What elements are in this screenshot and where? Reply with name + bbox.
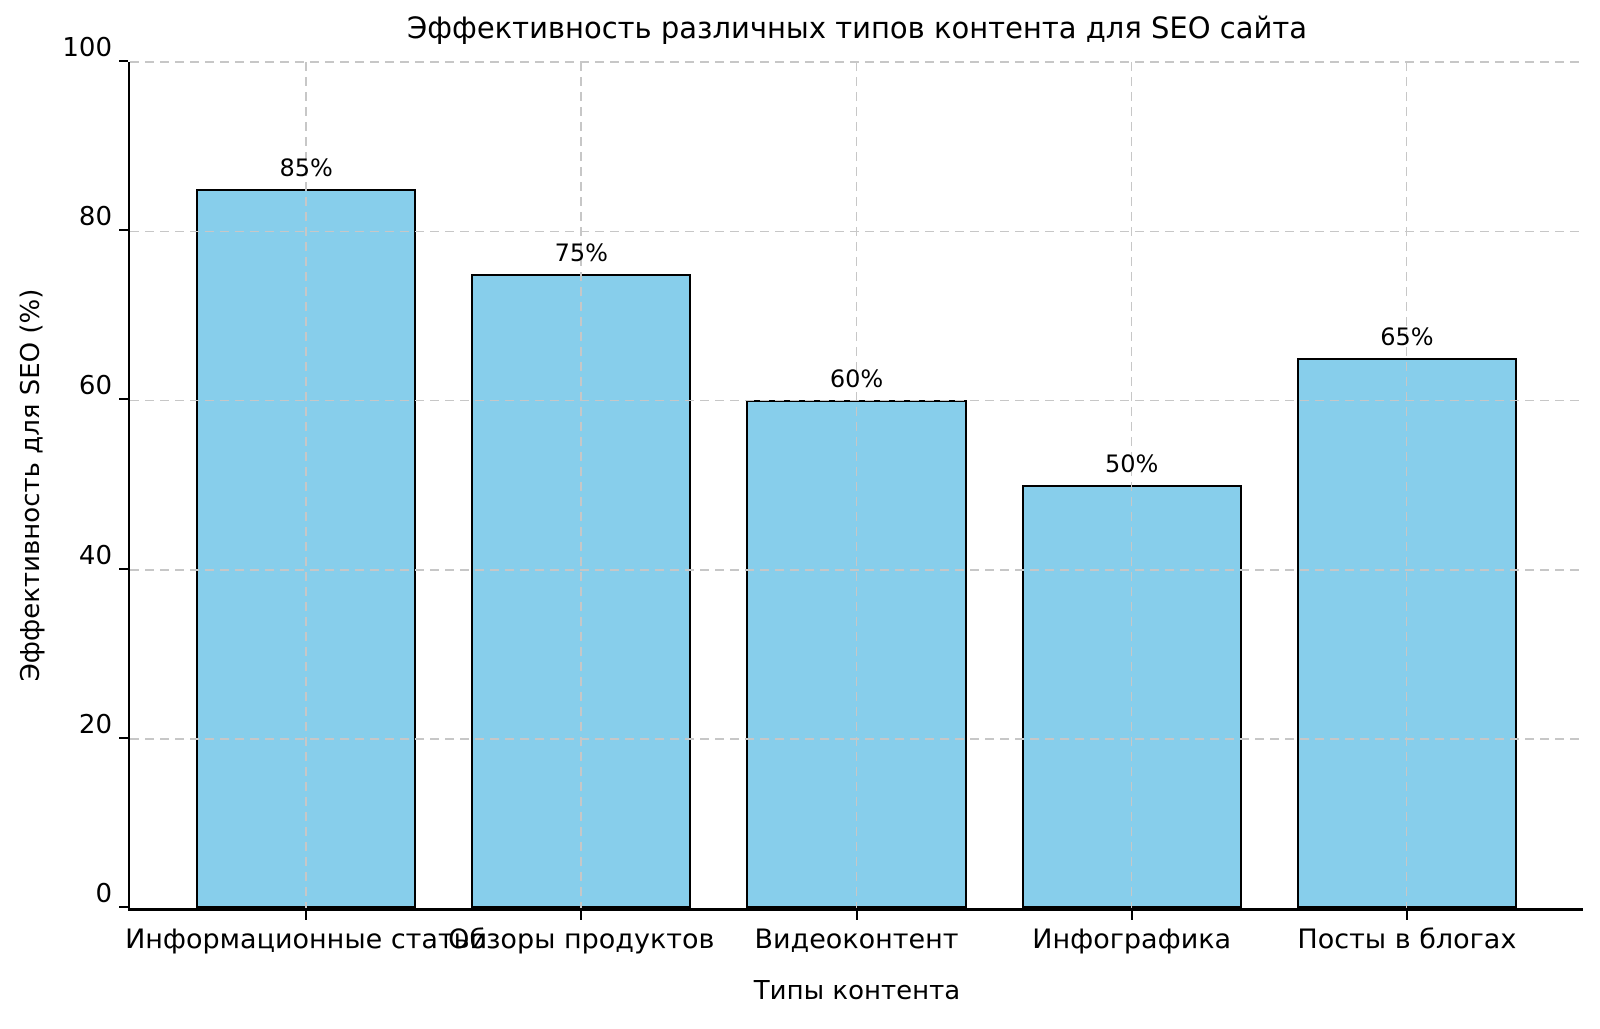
y-axis-label: Эффективность для SEO (%) [16, 288, 46, 682]
x-tick-label: Обзоры продуктов [448, 924, 715, 955]
bar-value-label: 50% [1105, 450, 1159, 478]
grid-layer [130, 61, 1583, 908]
bar-value-label: 60% [829, 365, 884, 394]
ticks-layer: 0 20 40 60 80 100 Информационные статьи Обзоры … [62, 33, 1583, 955]
chart-title: Эффективность различных типов контента д… [406, 11, 1308, 45]
y-tick-label: 0 [95, 879, 112, 909]
y-tick-mark [119, 60, 128, 62]
y-tick-mark [119, 398, 128, 401]
x-tick-mark [305, 911, 308, 920]
x-tick-mark [1130, 911, 1133, 920]
v-gridline [580, 62, 582, 908]
y-tick-mark [119, 906, 128, 908]
v-gridline [305, 62, 307, 908]
x-axis-label: Типы контента [753, 976, 961, 1006]
x-tick-label: Посты в блогах [1297, 924, 1517, 955]
v-gridline [1130, 62, 1133, 908]
x-tick-mark [1405, 911, 1408, 920]
x-tick-label: Инфографика [1032, 924, 1232, 955]
y-tick-mark [119, 736, 128, 739]
y-tick-label: 100 [62, 33, 112, 63]
x-tick-label: Видеоконтент [754, 924, 959, 955]
x-tick-mark [855, 911, 858, 920]
v-gridline [1405, 62, 1408, 908]
y-tick-label: 20 [78, 709, 112, 740]
y-tick-mark [119, 567, 128, 570]
y-tick-label: 80 [78, 202, 112, 233]
y-tick-label: 60 [78, 371, 112, 402]
bar-value-label: 75% [554, 238, 608, 267]
bar-value-label: 85% [279, 153, 333, 182]
y-axis-spine [128, 62, 130, 910]
x-tick-mark [580, 911, 583, 920]
x-axis-spine [128, 908, 1583, 911]
y-tick-label: 40 [78, 540, 112, 571]
plot-area: 85% 75% 60% 50% 65% 0 20 40 60 80 100 Информационн… [62, 33, 1583, 955]
v-gridline [855, 62, 858, 908]
bar-value-label: 65% [1380, 323, 1434, 352]
labels-layer: 85% 75% 60% 50% 65% [130, 62, 1583, 908]
y-tick-mark [119, 229, 128, 232]
x-tick-label: Информационные статьи [125, 924, 488, 955]
